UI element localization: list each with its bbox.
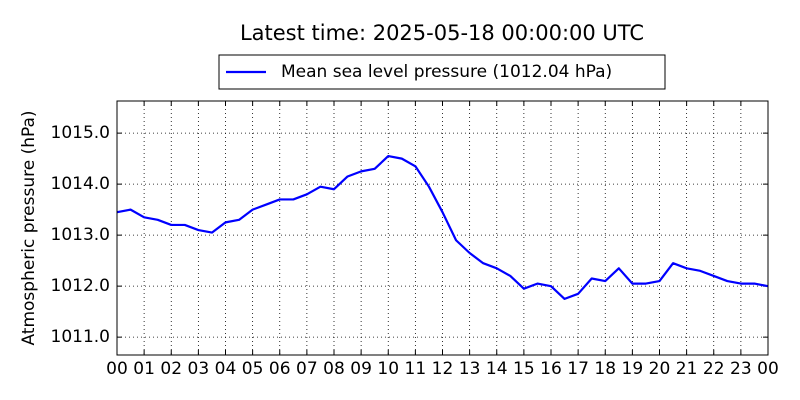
data-line [116, 154, 769, 300]
x-tick-label: 10 [377, 359, 399, 379]
x-tick-label: 22 [703, 359, 725, 379]
y-tick-label: 1014.0 [51, 174, 110, 194]
y-tick-label: 1011.0 [51, 327, 110, 347]
x-tick-label: 12 [432, 359, 454, 379]
x-tick-label: 05 [242, 359, 264, 379]
x-tick-label: 07 [296, 359, 318, 379]
x-tick-label: 19 [622, 359, 644, 379]
x-tick-label: 17 [567, 359, 589, 379]
x-tick-label: 11 [405, 359, 427, 379]
y-axis-label: Atmospheric pressure (hPa) [19, 110, 39, 345]
x-tick-label: 23 [730, 359, 752, 379]
x-tick-label: 03 [188, 359, 210, 379]
legend [218, 54, 666, 90]
x-tick-label: 06 [269, 359, 291, 379]
x-tick-label: 15 [513, 359, 535, 379]
y-tick-label: 1015.0 [51, 123, 110, 143]
y-tick-label: 1013.0 [51, 225, 110, 245]
x-tick-label: 02 [160, 359, 182, 379]
x-tick-label: 00 [106, 359, 128, 379]
x-tick-label: 13 [459, 359, 481, 379]
x-tick-label: 00 [757, 359, 779, 379]
x-tick-label: 08 [323, 359, 345, 379]
legend-label: Mean sea level pressure (1012.04 hPa) [281, 62, 612, 82]
x-tick-label: 01 [133, 359, 155, 379]
y-tick-label: 1012.0 [51, 276, 110, 296]
x-tick-label: 20 [649, 359, 671, 379]
chart-title: Latest time: 2025-05-18 00:00:00 UTC [240, 21, 644, 45]
plot-frame [116, 100, 769, 356]
x-tick-label: 16 [540, 359, 562, 379]
x-tick-label: 14 [486, 359, 508, 379]
x-tick-label: 18 [594, 359, 616, 379]
x-tick-label: 09 [350, 359, 372, 379]
x-tick-label: 21 [676, 359, 698, 379]
x-tick-label: 04 [215, 359, 237, 379]
